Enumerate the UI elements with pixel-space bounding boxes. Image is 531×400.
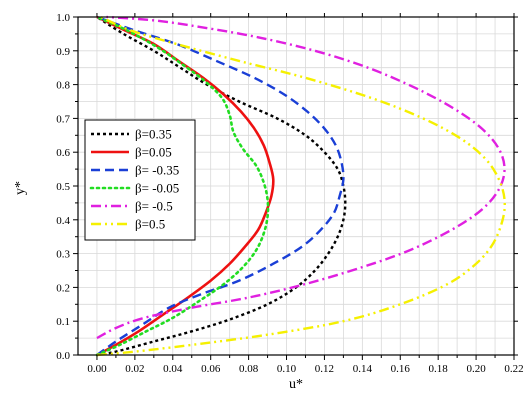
legend-label: β= -0.5 bbox=[135, 199, 173, 214]
legend-box bbox=[84, 119, 196, 241]
y-tick-label: 0.8 bbox=[56, 80, 70, 92]
y-tick-label: 0.9 bbox=[56, 46, 70, 58]
x-tick-label: 0.06 bbox=[201, 363, 221, 375]
x-tick-label: 0.10 bbox=[277, 363, 297, 375]
x-tick-label: 0.04 bbox=[163, 363, 183, 375]
series-1 bbox=[96, 15, 347, 357]
legend-label: β=0.05 bbox=[135, 145, 172, 160]
legend-label: β= -0.35 bbox=[135, 163, 179, 178]
x-axis-label: u* bbox=[289, 377, 303, 392]
series-2 bbox=[96, 15, 275, 357]
legend-item: β= -0.5 bbox=[91, 199, 173, 214]
legend: β=0.35 β=0.05 β= -0.35 β= -0.05 β= -0.5 β=0.5 bbox=[84, 119, 196, 241]
series-3 bbox=[96, 15, 345, 356]
legend-item: β=0.05 bbox=[91, 145, 172, 160]
legend-item: β=0.5 bbox=[91, 217, 165, 232]
x-tick-label: 0.20 bbox=[466, 363, 486, 375]
series-6 bbox=[96, 15, 506, 357]
x-tick-label: 0.02 bbox=[125, 363, 144, 375]
y-tick-label: 0.5 bbox=[56, 181, 70, 193]
legend-item: β=0.35 bbox=[91, 127, 172, 142]
series-5 bbox=[96, 15, 506, 340]
y-tick-label: 0.0 bbox=[56, 350, 70, 362]
x-tick-label: 0.18 bbox=[429, 363, 449, 375]
series-line bbox=[96, 15, 275, 357]
ticks: 0.00 0.02 0.04 0.06 0.08 0.10 0.12 0.14 0.16 0.18… bbox=[56, 12, 523, 375]
y-tick-label: 0.3 bbox=[56, 249, 70, 261]
series-line bbox=[96, 15, 347, 357]
legend-label: β=0.35 bbox=[135, 127, 172, 142]
y-tick-label: 0.2 bbox=[56, 282, 70, 294]
y-axis-label: y* bbox=[13, 181, 28, 195]
y-tick-label: 1.0 bbox=[56, 12, 70, 24]
series-line bbox=[96, 15, 506, 340]
x-tick-label: 0.08 bbox=[239, 363, 259, 375]
x-tick-label: 0.00 bbox=[87, 363, 107, 375]
y-tick-label: 0.4 bbox=[56, 215, 70, 227]
x-tick-label: 0.16 bbox=[391, 363, 411, 375]
series-line bbox=[96, 15, 506, 357]
y-tick-label: 0.1 bbox=[56, 316, 70, 328]
series-layer bbox=[95, 15, 506, 357]
x-tick-label: 0.14 bbox=[353, 363, 373, 375]
x-tick-label: 0.22 bbox=[504, 363, 523, 375]
y-tick-label: 0.6 bbox=[56, 147, 70, 159]
series-line bbox=[95, 15, 270, 357]
series-4 bbox=[95, 15, 270, 357]
x-tick-label: 0.12 bbox=[315, 363, 334, 375]
legend-item: β= -0.05 bbox=[89, 181, 179, 196]
legend-item: β= -0.35 bbox=[91, 163, 179, 178]
legend-label: β= -0.05 bbox=[135, 181, 179, 196]
series-line bbox=[96, 15, 345, 356]
legend-label: β=0.5 bbox=[135, 217, 165, 232]
y-tick-label: 0.7 bbox=[56, 113, 70, 125]
